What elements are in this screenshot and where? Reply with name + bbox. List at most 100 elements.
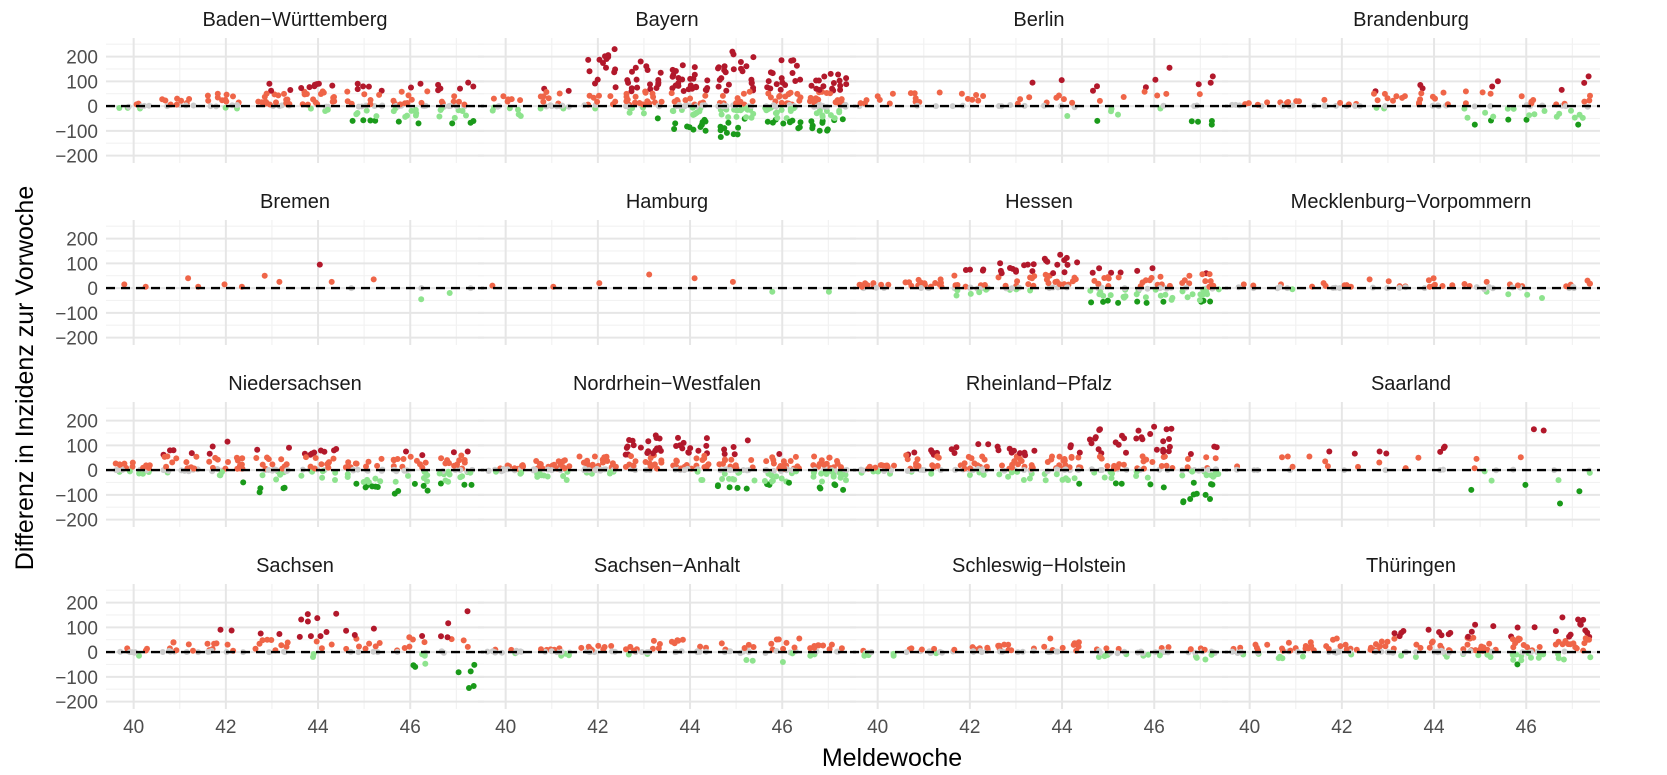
data-point bbox=[773, 81, 780, 88]
data-point bbox=[1561, 648, 1568, 655]
data-point bbox=[1440, 89, 1447, 96]
data-point bbox=[1322, 458, 1329, 465]
data-point bbox=[594, 98, 601, 105]
data-point bbox=[1161, 453, 1168, 460]
data-point bbox=[372, 117, 379, 124]
data-point bbox=[718, 640, 725, 647]
data-point bbox=[1069, 99, 1076, 106]
x-tick-label: 42 bbox=[1331, 717, 1352, 738]
data-point bbox=[778, 75, 785, 82]
data-point bbox=[438, 98, 445, 105]
panel: Nordrhein−Westfalen bbox=[478, 373, 856, 527]
data-point bbox=[303, 91, 310, 97]
data-point bbox=[779, 79, 786, 86]
data-point bbox=[1074, 259, 1081, 266]
data-point bbox=[1123, 449, 1129, 456]
data-point bbox=[636, 100, 643, 106]
data-point bbox=[1552, 628, 1559, 635]
panel-title: Hessen bbox=[1005, 191, 1073, 213]
data-point bbox=[698, 477, 705, 483]
data-point bbox=[1086, 436, 1093, 443]
data-point bbox=[783, 639, 790, 646]
data-point bbox=[1158, 463, 1165, 469]
data-point bbox=[344, 471, 351, 478]
data-point bbox=[580, 459, 587, 466]
data-point bbox=[1097, 289, 1104, 296]
data-point bbox=[378, 455, 385, 462]
data-point bbox=[374, 462, 381, 469]
data-point bbox=[749, 657, 756, 664]
data-point bbox=[1072, 276, 1079, 283]
data-point bbox=[365, 479, 372, 486]
data-point bbox=[173, 101, 180, 108]
data-point bbox=[145, 465, 152, 471]
data-point bbox=[132, 649, 138, 656]
panel: Hessen bbox=[850, 191, 1228, 345]
data-point bbox=[626, 109, 633, 116]
data-point bbox=[318, 461, 325, 468]
data-point bbox=[400, 456, 407, 462]
y-tick-label: 200 bbox=[66, 230, 98, 251]
data-point bbox=[1390, 97, 1396, 104]
data-point bbox=[1440, 445, 1447, 451]
data-point bbox=[721, 451, 728, 457]
data-point bbox=[367, 97, 374, 103]
data-point bbox=[928, 470, 935, 477]
data-point bbox=[647, 455, 654, 461]
data-point bbox=[445, 468, 452, 475]
data-point bbox=[866, 463, 873, 470]
data-point bbox=[1195, 118, 1201, 125]
data-point bbox=[1042, 257, 1049, 264]
data-point bbox=[372, 475, 379, 482]
data-point bbox=[980, 467, 986, 473]
data-point bbox=[981, 456, 988, 463]
data-point bbox=[266, 649, 273, 656]
data-point bbox=[623, 98, 630, 105]
data-point bbox=[1006, 445, 1013, 452]
data-point bbox=[931, 645, 938, 652]
data-point bbox=[461, 101, 468, 108]
data-point bbox=[312, 455, 319, 461]
data-point bbox=[1193, 654, 1200, 661]
data-point bbox=[240, 479, 247, 486]
data-point bbox=[1399, 94, 1406, 101]
data-point bbox=[1202, 656, 1209, 663]
data-point bbox=[1009, 265, 1016, 272]
panel: Sachsen−Anhalt 40 42 44 46 bbox=[478, 555, 856, 738]
data-point bbox=[257, 485, 264, 492]
data-point bbox=[413, 457, 420, 464]
data-point bbox=[1184, 294, 1191, 301]
data-point bbox=[1526, 112, 1533, 119]
data-point bbox=[1116, 461, 1123, 468]
data-point bbox=[1429, 93, 1436, 100]
y-tick-label: 200 bbox=[66, 594, 98, 615]
x-tick-label: 44 bbox=[307, 717, 329, 738]
data-point bbox=[763, 458, 770, 465]
data-point bbox=[673, 458, 680, 465]
data-point bbox=[405, 92, 412, 99]
data-point bbox=[467, 668, 474, 675]
data-point bbox=[278, 456, 285, 463]
data-point bbox=[1154, 92, 1161, 99]
data-point bbox=[460, 637, 467, 644]
data-point bbox=[691, 64, 698, 71]
data-point bbox=[1063, 254, 1070, 261]
data-point bbox=[1342, 641, 1349, 648]
data-point bbox=[596, 56, 603, 63]
data-point bbox=[675, 434, 681, 441]
data-point bbox=[1181, 277, 1188, 284]
data-point bbox=[819, 478, 825, 485]
x-axis-label: Meldewoche bbox=[822, 744, 962, 772]
data-point bbox=[1213, 444, 1220, 451]
data-point bbox=[354, 86, 361, 93]
data-point bbox=[816, 127, 823, 134]
data-point bbox=[625, 79, 632, 86]
data-point bbox=[607, 469, 614, 476]
data-point bbox=[796, 635, 803, 642]
data-point bbox=[343, 645, 350, 652]
y-tick-label: 200 bbox=[66, 412, 98, 433]
data-point bbox=[485, 467, 492, 474]
y-tick-label: 100 bbox=[66, 436, 98, 457]
data-point bbox=[737, 107, 744, 114]
data-point bbox=[1381, 90, 1388, 97]
